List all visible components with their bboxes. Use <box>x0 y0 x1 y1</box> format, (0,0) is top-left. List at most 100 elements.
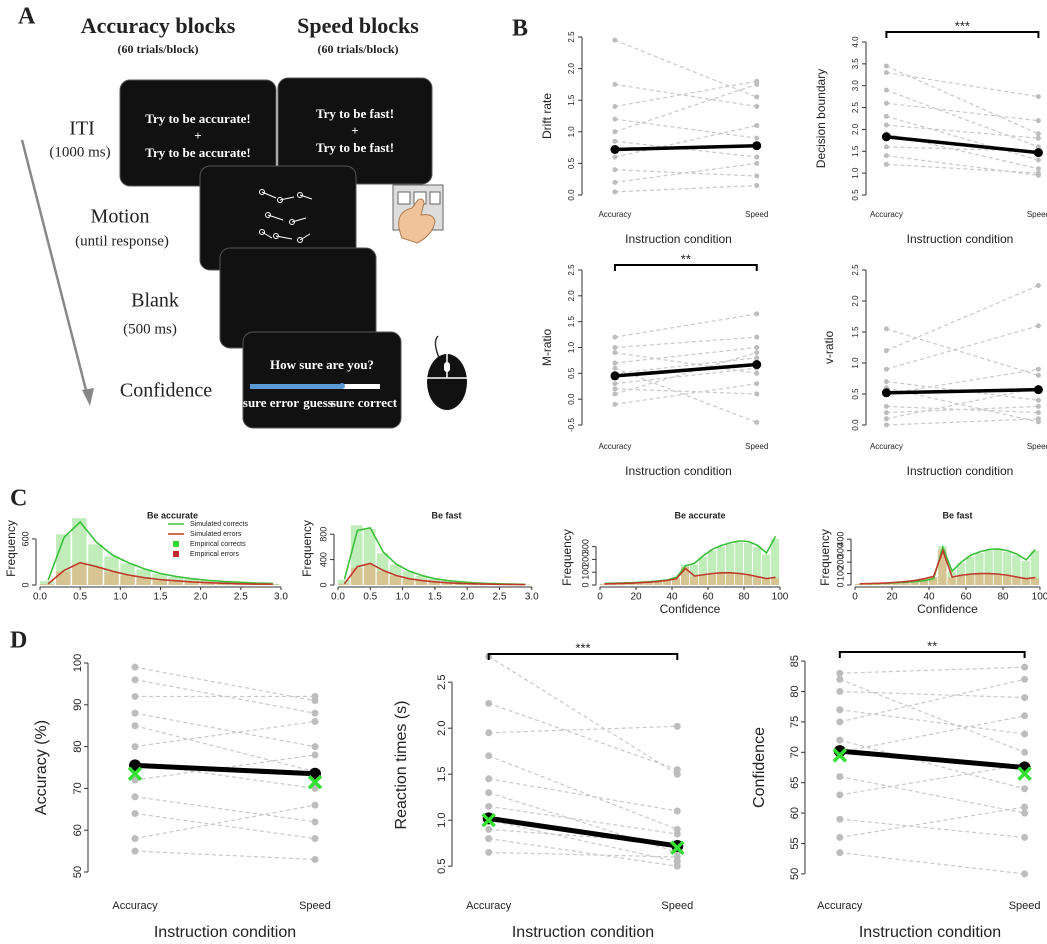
bar <box>744 542 753 585</box>
individual-point <box>1035 366 1041 372</box>
y-tick-label: 0.5 <box>851 189 860 201</box>
block-subtitle: (60 trials/block) <box>118 42 199 56</box>
stage-detail: (until response) <box>75 233 169 249</box>
individual-point <box>612 179 618 185</box>
y-tick-label: 65 <box>789 777 801 789</box>
y-tick-label: 55 <box>789 837 801 849</box>
individual-point <box>1035 283 1041 288</box>
individual-point <box>883 348 889 354</box>
bar <box>708 550 717 585</box>
block-title: Accuracy blocks <box>81 13 236 38</box>
line <box>343 562 526 586</box>
individual-line <box>488 778 678 812</box>
x-tick-label: Speed <box>661 900 693 912</box>
x-tick-label: Accuracy <box>598 210 631 219</box>
individual-line <box>886 368 1039 395</box>
individual-point <box>1035 118 1041 124</box>
individual-point <box>836 791 844 799</box>
individual-point <box>311 709 319 717</box>
individual-point <box>1021 730 1029 738</box>
individual-point <box>612 129 618 135</box>
bar <box>735 542 744 585</box>
individual-line <box>614 118 757 139</box>
predicted-marker <box>127 766 143 782</box>
stage-detail: (1000 ms) <box>49 144 110 160</box>
x-tick-label: 0.5 <box>363 592 377 603</box>
bar <box>975 552 984 585</box>
x-tick-label: 0.5 <box>73 592 87 603</box>
individual-line <box>886 405 1039 414</box>
bar <box>88 566 103 585</box>
bar <box>1021 560 1030 585</box>
individual-line <box>134 850 316 861</box>
individual-point <box>1021 694 1029 702</box>
y-tick-label: 0.0 <box>567 393 576 405</box>
panel-label: B <box>512 16 528 42</box>
individual-point <box>1035 323 1041 329</box>
individual-line <box>614 383 757 405</box>
significance-bracket <box>487 653 679 660</box>
bar <box>120 575 135 585</box>
individual-point <box>673 766 681 774</box>
x-tick-label: Speed <box>1027 442 1047 451</box>
individual-point <box>754 350 760 356</box>
bar <box>428 581 441 585</box>
individual-point <box>612 334 618 340</box>
mean-line <box>488 815 678 849</box>
y-tick-label: 300 <box>580 539 590 554</box>
x-tick-label: 40 <box>923 592 935 603</box>
individual-point <box>1035 170 1041 176</box>
x-tick-label: Accuracy <box>817 900 863 912</box>
bar <box>726 544 735 585</box>
individual-point <box>754 419 760 425</box>
individual-line <box>839 739 1025 790</box>
screen-text: + <box>351 123 358 138</box>
y-tick-label: 85 <box>789 655 801 667</box>
individual-line <box>134 754 316 781</box>
x-tick-label: 3.0 <box>525 592 539 603</box>
line <box>604 567 776 585</box>
screen-text: Try to be accurate! <box>145 111 251 126</box>
x-tick-label: 1.0 <box>113 592 127 603</box>
mean-point <box>1033 148 1043 158</box>
individual-point <box>131 709 139 717</box>
y-tick-label: 4.0 <box>851 36 860 48</box>
x-tick-label: 60 <box>702 592 714 603</box>
significance-bracket <box>885 31 1040 38</box>
y-tick-label: 80 <box>72 740 84 752</box>
screen-text: + <box>194 128 201 143</box>
individual-point <box>612 365 618 371</box>
bar <box>681 567 690 585</box>
individual-point <box>485 848 493 856</box>
mean-line <box>839 748 1025 770</box>
individual-point <box>1035 403 1041 409</box>
bar <box>882 583 892 585</box>
bar <box>376 553 389 585</box>
individual-point <box>883 100 889 106</box>
individual-point <box>673 862 681 870</box>
individual-line <box>614 352 757 395</box>
individual-point <box>883 410 889 416</box>
individual-line <box>134 720 316 748</box>
y-tick-label: 2.0 <box>851 295 860 307</box>
bar <box>441 582 453 585</box>
individual-line <box>886 387 1039 423</box>
stage-name: Motion <box>91 206 150 228</box>
y-axis-label: Frequency <box>300 520 314 577</box>
bar <box>919 579 929 585</box>
individual-line <box>488 725 678 734</box>
bar <box>708 574 717 585</box>
individual-line <box>886 124 1039 139</box>
bar <box>975 574 984 585</box>
y-axis-label: Frequency <box>560 529 574 586</box>
individual-point <box>1035 372 1041 378</box>
individual-point <box>131 835 139 843</box>
line <box>859 548 1036 585</box>
legend-label: Empirical errors <box>190 551 240 558</box>
x-tick-label: 1.5 <box>154 592 168 603</box>
mean-line <box>886 387 1039 395</box>
individual-point <box>612 360 618 366</box>
individual-line <box>839 852 1025 875</box>
individual-point <box>131 743 139 751</box>
task-schematic: Accuracy blocks (60 trials/block) Speed … <box>20 13 467 429</box>
